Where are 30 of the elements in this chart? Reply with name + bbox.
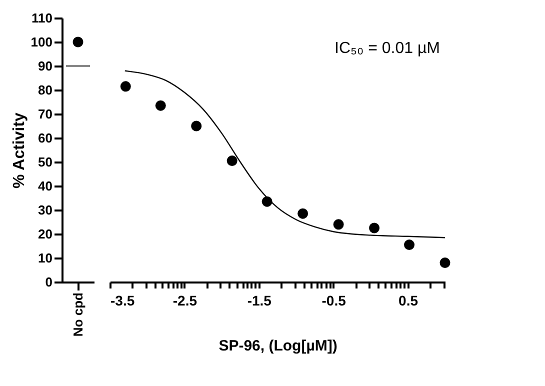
y-tick-label: 110 xyxy=(32,10,52,26)
y-tick-label: 0 xyxy=(45,274,52,290)
x-tick-label: -2.5 xyxy=(172,292,198,308)
y-tick-label: 30 xyxy=(38,202,52,218)
point xyxy=(191,120,202,132)
point xyxy=(369,222,380,234)
x-axis-title: SP-96, (Log[µM]) xyxy=(218,338,338,354)
x-tick-label: 0.5 xyxy=(398,292,418,308)
annotation: IC₅₀ = 0.01 µM xyxy=(334,40,440,57)
point xyxy=(120,81,131,92)
y-tick-label: 40 xyxy=(38,178,52,194)
point xyxy=(404,240,415,250)
y-tick-label: 100 xyxy=(30,34,52,50)
y-tick-label: 80 xyxy=(38,82,52,98)
y-tick-label: 60 xyxy=(38,130,52,146)
y-tick-label: 70 xyxy=(38,106,52,122)
y-tick-label: 10 xyxy=(38,250,52,266)
y-tick-label: 50 xyxy=(38,154,52,170)
y-tick-label: 90 xyxy=(38,58,52,74)
x-tick-label: -0.5 xyxy=(322,292,346,308)
y-axis-title: % Activity xyxy=(10,112,28,188)
point xyxy=(333,219,344,230)
x-tick-label: -3.5 xyxy=(110,292,135,308)
x-tick-label: No cpd xyxy=(70,292,86,337)
y-tick-label: 20 xyxy=(38,226,52,242)
point xyxy=(298,208,308,219)
x-tick-label: -1.5 xyxy=(247,292,272,308)
point xyxy=(226,156,238,166)
point xyxy=(155,100,166,111)
point xyxy=(440,258,450,268)
